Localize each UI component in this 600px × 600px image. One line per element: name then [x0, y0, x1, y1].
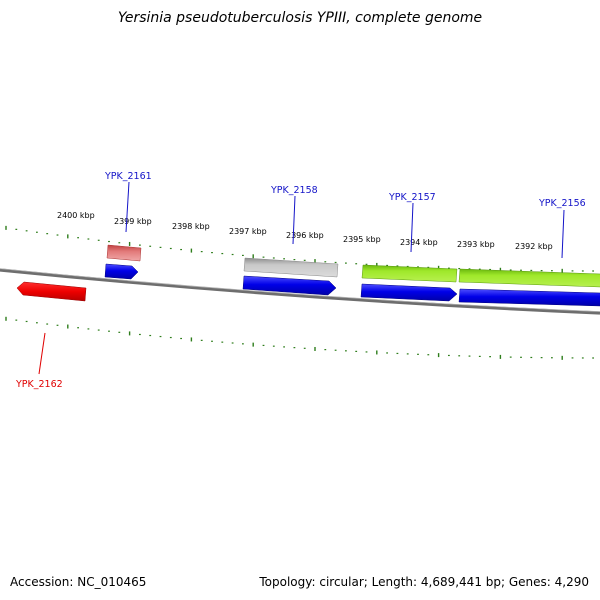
kbp-label-2392: 2392 kbp [515, 242, 553, 251]
cds-arrow[interactable] [458, 288, 600, 307]
gene-feature-red[interactable] [16, 281, 87, 302]
genome-title: Yersinia pseudotuberculosis YPIII, compl… [117, 10, 483, 26]
gene-feature-pink[interactable] [106, 244, 142, 262]
kbp-label-2395: 2395 kbp [343, 235, 381, 244]
gene-feature-green[interactable] [458, 268, 600, 288]
kbp-label-2393: 2393 kbp [457, 240, 495, 249]
tick-ring-inner [5, 316, 594, 360]
kbp-label-2399: 2399 kbp [114, 217, 152, 226]
tick-ring-outer [5, 225, 594, 273]
gene-label-ypk-2157[interactable]: YPK_2157 [388, 192, 436, 203]
kbp-label-2396: 2396 kbp [286, 231, 324, 240]
genome-backbone [0, 268, 600, 315]
genome-backbone-highlight [0, 268, 600, 312]
leader-line [561, 209, 565, 259]
gene-label-ypk-2161[interactable]: YPK_2161 [104, 171, 152, 182]
gene-labels: YPK_2161 YPK_2158 YPK_2157 YPK_2156 YPK_… [15, 171, 586, 390]
leader-line [292, 195, 296, 245]
kbp-labels: 2400 kbp 2399 kbp 2398 kbp 2397 kbp 2396… [57, 211, 553, 251]
gene-label-ypk-2158[interactable]: YPK_2158 [270, 185, 318, 196]
gene-label-leaders [38, 181, 565, 375]
kbp-label-2397: 2397 kbp [229, 227, 267, 236]
cds-arrow[interactable] [360, 283, 458, 302]
kbp-label-2400: 2400 kbp [57, 211, 95, 220]
cds-arrow[interactable] [242, 275, 337, 296]
gene-label-ypk-2156[interactable]: YPK_2156 [538, 198, 586, 209]
forward-features [106, 244, 600, 288]
leader-line [125, 181, 130, 233]
gene-feature-gray[interactable] [243, 257, 339, 278]
topology-label: Topology: circular; Length: 4,689,441 bp… [259, 575, 589, 589]
leader-line [38, 332, 46, 375]
cds-arrow[interactable] [104, 263, 139, 280]
cds-features [104, 263, 600, 307]
gene-label-ypk-2162[interactable]: YPK_2162 [15, 379, 63, 390]
kbp-label-2398: 2398 kbp [172, 222, 210, 231]
leader-line [410, 202, 414, 253]
gene-feature-green[interactable] [361, 264, 458, 283]
accession-label: Accession: NC_010465 [10, 575, 147, 589]
kbp-label-2394: 2394 kbp [400, 238, 438, 247]
reverse-features [16, 281, 87, 302]
